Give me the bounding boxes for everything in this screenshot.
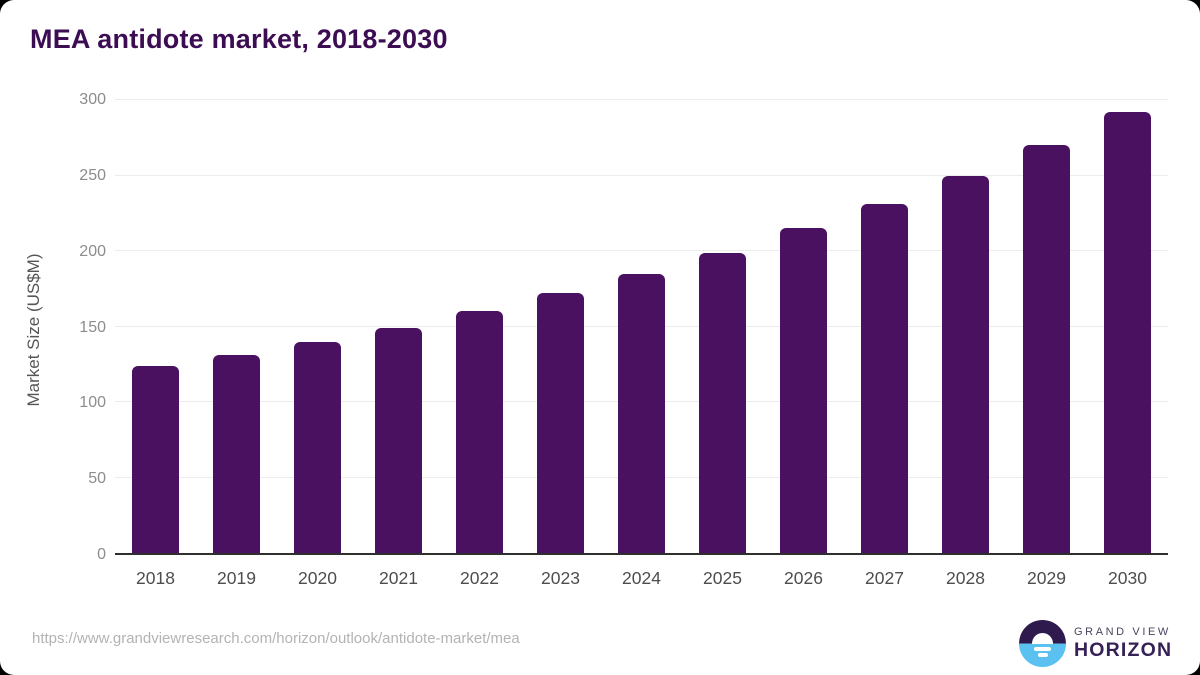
bars-container [115, 100, 1168, 553]
bar-column-2020 [277, 100, 358, 553]
x-tick-label-2018: 2018 [136, 568, 175, 588]
bar-2018[interactable] [132, 365, 179, 553]
y-tick-label-300: 300 [79, 91, 106, 108]
y-tick-label-50: 50 [88, 470, 106, 488]
y-tick-label-150: 150 [79, 318, 106, 336]
x-tick-label-2029: 2029 [1027, 568, 1066, 588]
bar-2019[interactable] [213, 355, 260, 553]
x-tick-label-2027: 2027 [865, 568, 904, 588]
y-tick-label-250: 250 [79, 166, 106, 184]
y-tick-label-100: 100 [79, 394, 106, 412]
brand-logo-link[interactable]: GRAND VIEW HORIZON [1019, 620, 1172, 667]
x-tick-label-2024: 2024 [622, 568, 661, 588]
bar-column-2019 [196, 100, 277, 553]
x-tick-label-2020: 2020 [298, 568, 337, 588]
x-tick-label-2022: 2022 [460, 568, 499, 588]
x-tick-label-2028: 2028 [946, 568, 985, 588]
bar-2027[interactable] [861, 204, 908, 553]
horizon-sunrise-logo-icon [1019, 620, 1066, 667]
x-tick-label-2030: 2030 [1108, 568, 1147, 588]
bar-2026[interactable] [780, 228, 827, 553]
chart-title: MEA antidote market, 2018-2030 [30, 24, 448, 54]
bar-column-2025 [682, 100, 763, 553]
y-tick-label-0: 0 [97, 546, 106, 563]
y-tick-label-200: 200 [79, 242, 106, 260]
plot-area [115, 99, 1168, 555]
bar-column-2023 [520, 100, 601, 553]
x-tick-label-2019: 2019 [217, 568, 256, 588]
logo-sun-dome [1032, 633, 1053, 644]
bar-2023[interactable] [537, 293, 584, 553]
y-axis-ticks: 0 50 100 150 200 250 300 [30, 91, 106, 563]
bar-2022[interactable] [456, 311, 503, 553]
bar-2025[interactable] [699, 252, 746, 553]
x-axis-ticks: 2018 2019 2020 2021 2022 2023 2024 2025 2026 2027… [115, 568, 1168, 589]
bar-column-2026 [763, 100, 844, 553]
x-tick-label-2021: 2021 [379, 568, 418, 588]
bar-column-2030 [1087, 100, 1168, 553]
bar-2020[interactable] [294, 341, 341, 553]
bar-2021[interactable] [375, 328, 422, 553]
bar-2028[interactable] [942, 175, 989, 553]
gridline-300 [115, 99, 1168, 100]
bar-column-2029 [1006, 100, 1087, 553]
bar-2030[interactable] [1104, 112, 1151, 553]
bar-2029[interactable] [1023, 145, 1070, 553]
bar-column-2024 [601, 100, 682, 553]
logo-horizon-line-2 [1037, 653, 1048, 657]
gridline-200 [115, 250, 1168, 252]
bar-column-2021 [358, 100, 439, 553]
bar-column-2018 [115, 100, 196, 553]
brand-wordmark: GRAND VIEW HORIZON [1074, 626, 1172, 662]
brand-name-top: GRAND VIEW [1074, 625, 1171, 638]
logo-horizon-line-1 [1034, 647, 1051, 651]
bar-column-2028 [925, 100, 1006, 553]
bar-column-2027 [844, 100, 925, 553]
brand-name-bottom: HORIZON [1074, 638, 1173, 661]
x-tick-label-2026: 2026 [784, 568, 823, 588]
bar-2024[interactable] [618, 273, 665, 553]
x-tick-label-2023: 2023 [541, 568, 580, 588]
source-url: https://www.grandviewresearch.com/horizo… [32, 630, 520, 647]
bar-column-2022 [439, 100, 520, 553]
x-tick-label-2025: 2025 [703, 568, 742, 588]
gridline-250 [115, 174, 1168, 176]
